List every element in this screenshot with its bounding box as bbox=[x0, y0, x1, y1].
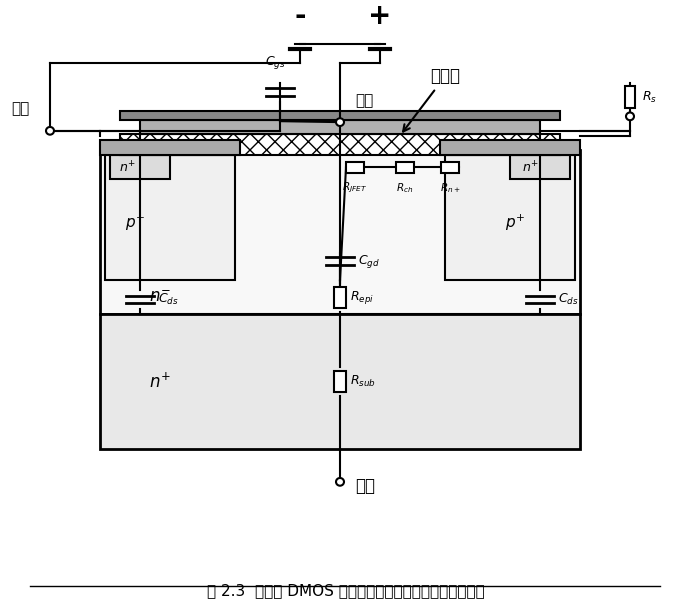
Bar bbox=[441, 162, 459, 173]
Text: $R_{JFET}$: $R_{JFET}$ bbox=[342, 181, 367, 196]
Bar bbox=[100, 314, 580, 449]
Bar bbox=[625, 86, 635, 108]
Bar bbox=[120, 110, 560, 120]
Bar bbox=[120, 134, 560, 155]
Text: 栅极: 栅极 bbox=[355, 93, 374, 108]
Bar bbox=[396, 162, 414, 173]
Bar bbox=[110, 155, 170, 179]
Bar bbox=[440, 140, 580, 155]
Text: $p^{+}$: $p^{+}$ bbox=[505, 212, 525, 232]
Text: 源极: 源极 bbox=[11, 101, 29, 116]
Text: $R_{epi}$: $R_{epi}$ bbox=[350, 289, 374, 306]
Text: $C_{gs}$: $C_{gs}$ bbox=[265, 54, 286, 71]
Bar bbox=[445, 155, 575, 280]
Text: $n^{+}$: $n^{+}$ bbox=[522, 160, 538, 175]
Text: $n^{+}$: $n^{+}$ bbox=[119, 160, 135, 175]
Text: $R_{n+}$: $R_{n+}$ bbox=[440, 181, 460, 195]
Text: $n^{+}$: $n^{+}$ bbox=[149, 372, 171, 391]
Circle shape bbox=[46, 127, 54, 135]
Bar bbox=[100, 140, 240, 155]
Bar bbox=[100, 150, 580, 314]
Circle shape bbox=[336, 118, 344, 126]
Bar bbox=[334, 286, 346, 308]
Text: $p^{+}$: $p^{+}$ bbox=[125, 212, 145, 232]
Text: 氧化层: 氧化层 bbox=[403, 67, 460, 132]
Text: $C_{gd}$: $C_{gd}$ bbox=[358, 253, 380, 270]
Text: $R_{ch}$: $R_{ch}$ bbox=[396, 181, 414, 195]
Bar bbox=[105, 155, 235, 280]
Bar bbox=[346, 162, 364, 173]
Text: 漏极: 漏极 bbox=[355, 477, 375, 495]
Bar bbox=[334, 371, 346, 392]
Text: $R_{sub}$: $R_{sub}$ bbox=[350, 374, 376, 389]
Bar bbox=[140, 120, 540, 134]
Text: $R_s$: $R_s$ bbox=[642, 89, 657, 105]
Circle shape bbox=[626, 113, 634, 120]
Text: -: - bbox=[295, 2, 306, 29]
Text: $C_{ds}$: $C_{ds}$ bbox=[558, 292, 579, 307]
Text: $n^{-}$: $n^{-}$ bbox=[149, 288, 171, 306]
Bar bbox=[510, 155, 570, 179]
Text: $C_{ds}$: $C_{ds}$ bbox=[158, 292, 179, 307]
Text: +: + bbox=[368, 2, 392, 29]
Circle shape bbox=[336, 478, 344, 485]
Text: 图 2.3  垂直型 DMOS 的结构示意图以及等效导通电阻组成: 图 2.3 垂直型 DMOS 的结构示意图以及等效导通电阻组成 bbox=[207, 584, 485, 598]
